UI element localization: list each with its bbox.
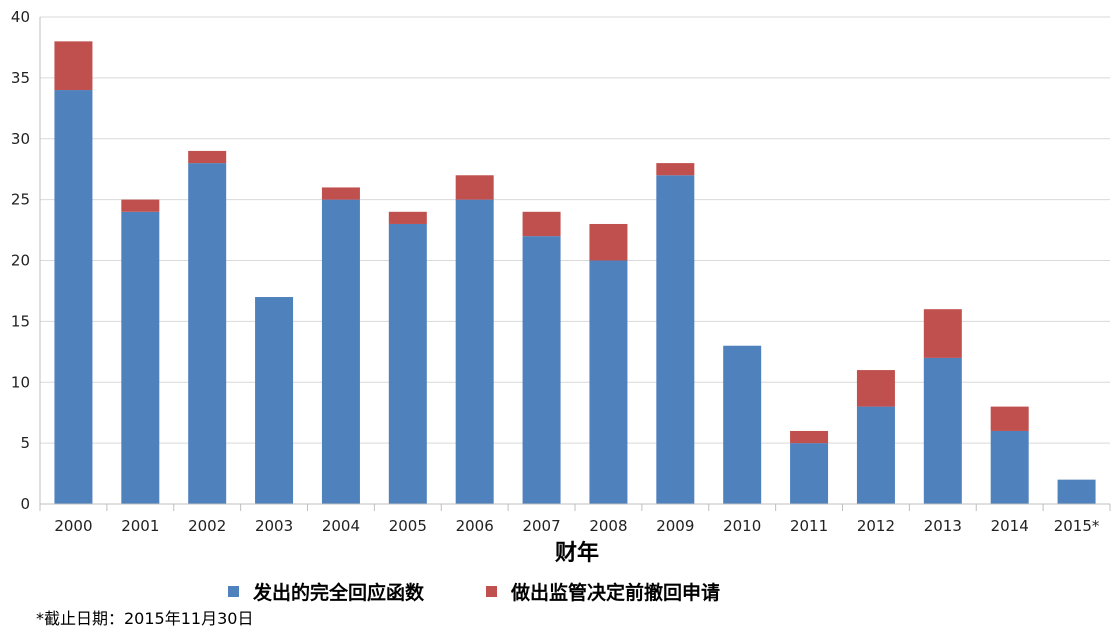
x-tick-label: 2011 <box>790 517 828 535</box>
y-tick-label: 25 <box>11 191 30 209</box>
x-tick-label: 2010 <box>723 517 761 535</box>
bar-segment-withdrawn-2001 <box>121 199 160 212</box>
x-tick-label: 2004 <box>322 517 360 535</box>
x-tick-label: 2015* <box>1054 517 1100 535</box>
legend: 发出的完全回应函数 做出监管决定前撤回申请 <box>228 578 720 605</box>
bar-segment-responses-2000 <box>54 90 93 505</box>
bar-segment-withdrawn-2012 <box>856 370 895 407</box>
bar-segment-responses-2014 <box>990 430 1029 504</box>
bar-segment-responses-2010 <box>723 345 762 504</box>
bar-segment-withdrawn-2009 <box>656 163 695 176</box>
bar-segment-withdrawn-2004 <box>321 187 360 200</box>
bar-segment-withdrawn-2014 <box>990 406 1029 431</box>
x-tick-label: 2002 <box>188 517 226 535</box>
legend-label-responses: 发出的完全回应函数 <box>253 582 425 604</box>
bar-segment-responses-2007 <box>522 236 561 504</box>
bar-segment-responses-2004 <box>321 199 360 504</box>
x-tick-label: 2013 <box>924 517 962 535</box>
y-tick-label: 40 <box>11 8 30 26</box>
bar-segment-withdrawn-2007 <box>522 211 561 237</box>
bar-segment-responses-2011 <box>790 443 829 504</box>
bar-segment-responses-2009 <box>656 175 695 504</box>
y-tick-label: 35 <box>11 69 30 87</box>
footnote: *截止日期：2015年11月30日 <box>36 609 254 628</box>
bar-segment-responses-2002 <box>188 163 227 504</box>
bar-segment-withdrawn-2000 <box>54 41 93 91</box>
y-tick-label: 10 <box>11 373 30 391</box>
axes: 0 5 10 15 20 25 30 35 40 2000 2001 2002 2003 2004 2005… <box>11 8 1111 535</box>
x-tick-label: 2007 <box>522 517 560 535</box>
x-tick-label: 2003 <box>255 517 293 535</box>
legend-item-withdrawn: 做出监管决定前撤回申请 <box>486 578 720 605</box>
x-tick-label: 2009 <box>656 517 694 535</box>
x-tick-label: 2001 <box>121 517 159 535</box>
x-tick-label: 2006 <box>456 517 494 535</box>
bar-segment-withdrawn-2006 <box>455 175 494 200</box>
x-tick-label: 2005 <box>389 517 427 535</box>
y-tick-label: 0 <box>20 495 30 513</box>
legend-label-withdrawn: 做出监管决定前撤回申请 <box>511 582 721 604</box>
x-tick-label: 2000 <box>54 517 92 535</box>
bar-segment-responses-2005 <box>388 223 427 504</box>
y-tick-label: 5 <box>20 434 30 452</box>
bar-segment-responses-2015 <box>1057 479 1096 504</box>
y-tick-label: 20 <box>11 252 30 270</box>
bar-segment-responses-2008 <box>589 260 628 504</box>
bar-segment-withdrawn-2002 <box>188 150 227 164</box>
bar-segment-responses-2013 <box>923 357 962 504</box>
bar-segment-responses-2001 <box>121 211 160 505</box>
bar-segment-responses-2012 <box>856 406 895 504</box>
legend-swatch-blue <box>228 586 239 597</box>
bars <box>54 41 1096 505</box>
y-tick-label: 30 <box>11 130 30 148</box>
legend-item-responses: 发出的完全回应函数 <box>228 578 424 605</box>
x-tick-label: 2012 <box>857 517 895 535</box>
x-axis-title: 财年 <box>555 540 599 566</box>
y-tick-label: 15 <box>11 312 30 330</box>
bar-segment-withdrawn-2005 <box>388 211 427 224</box>
bar-segment-withdrawn-2013 <box>923 309 962 358</box>
bar-segment-withdrawn-2011 <box>790 430 829 444</box>
x-tick-label: 2008 <box>589 517 627 535</box>
bar-segment-responses-2006 <box>455 199 494 504</box>
x-tick-label: 2014 <box>991 517 1029 535</box>
bar-segment-withdrawn-2008 <box>589 223 628 261</box>
bar-segment-responses-2003 <box>255 297 294 504</box>
legend-swatch-red <box>486 586 498 597</box>
